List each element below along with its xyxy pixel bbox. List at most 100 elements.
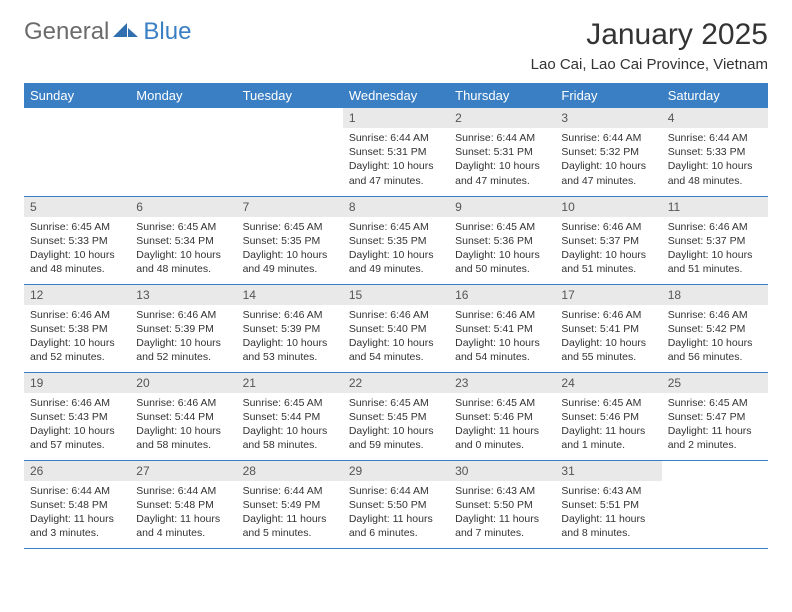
sunset-text: Sunset: 5:49 PM — [243, 498, 337, 512]
sunrise-text: Sunrise: 6:46 AM — [349, 308, 443, 322]
daylight-text: Daylight: 10 hours and 54 minutes. — [349, 336, 443, 364]
day-info: Sunrise: 6:44 AMSunset: 5:49 PMDaylight:… — [237, 481, 343, 546]
calendar-day-cell: 18Sunrise: 6:46 AMSunset: 5:42 PMDayligh… — [662, 284, 768, 372]
daylight-text: Daylight: 10 hours and 47 minutes. — [349, 159, 443, 187]
daylight-text: Daylight: 11 hours and 7 minutes. — [455, 512, 549, 540]
weekday-header: Sunday — [24, 83, 130, 108]
sunset-text: Sunset: 5:46 PM — [455, 410, 549, 424]
calendar-day-cell: 25Sunrise: 6:45 AMSunset: 5:47 PMDayligh… — [662, 372, 768, 460]
brand-sail-icon — [113, 18, 139, 46]
day-info: Sunrise: 6:46 AMSunset: 5:39 PMDaylight:… — [130, 305, 236, 370]
sunset-text: Sunset: 5:43 PM — [30, 410, 124, 424]
day-number: 7 — [237, 197, 343, 217]
day-info: Sunrise: 6:46 AMSunset: 5:42 PMDaylight:… — [662, 305, 768, 370]
calendar-week-row: 5Sunrise: 6:45 AMSunset: 5:33 PMDaylight… — [24, 196, 768, 284]
location-text: Lao Cai, Lao Cai Province, Vietnam — [531, 56, 768, 73]
day-info: Sunrise: 6:44 AMSunset: 5:48 PMDaylight:… — [24, 481, 130, 546]
day-number: 3 — [555, 108, 661, 128]
day-number: 20 — [130, 373, 236, 393]
day-info: Sunrise: 6:45 AMSunset: 5:44 PMDaylight:… — [237, 393, 343, 458]
sunrise-text: Sunrise: 6:45 AM — [349, 220, 443, 234]
sunrise-text: Sunrise: 6:46 AM — [561, 220, 655, 234]
sunrise-text: Sunrise: 6:45 AM — [136, 220, 230, 234]
calendar-day-cell: 20Sunrise: 6:46 AMSunset: 5:44 PMDayligh… — [130, 372, 236, 460]
weekday-header: Saturday — [662, 83, 768, 108]
sunset-text: Sunset: 5:39 PM — [243, 322, 337, 336]
sunrise-text: Sunrise: 6:43 AM — [455, 484, 549, 498]
calendar-day-cell: 14 Sunrise: 6:46 AMSunset: 5:39 PMDayligh… — [237, 284, 343, 372]
daylight-text: Daylight: 10 hours and 56 minutes. — [668, 336, 762, 364]
sunset-text: Sunset: 5:34 PM — [136, 234, 230, 248]
sunrise-text: Sunrise: 6:43 AM — [561, 484, 655, 498]
day-number: 24 — [555, 373, 661, 393]
sunrise-text: Sunrise: 6:45 AM — [30, 220, 124, 234]
month-title: January 2025 — [531, 18, 768, 52]
sunset-text: Sunset: 5:35 PM — [243, 234, 337, 248]
daylight-text: Daylight: 10 hours and 51 minutes. — [668, 248, 762, 276]
day-number: 12 — [24, 285, 130, 305]
day-number: 28 — [237, 461, 343, 481]
sunrise-text: Sunrise: 6:46 AM — [455, 308, 549, 322]
sunrise-text: Sunrise: 6:45 AM — [349, 396, 443, 410]
daylight-text: Daylight: 10 hours and 47 minutes. — [455, 159, 549, 187]
daylight-text: Daylight: 11 hours and 1 minute. — [561, 424, 655, 452]
calendar-day-cell: 21Sunrise: 6:45 AMSunset: 5:44 PMDayligh… — [237, 372, 343, 460]
day-number: 13 — [130, 285, 236, 305]
calendar-day-cell: 2Sunrise: 6:44 AMSunset: 5:31 PMDaylight… — [449, 108, 555, 196]
daylight-text: Daylight: 10 hours and 57 minutes. — [30, 424, 124, 452]
day-info: Sunrise: 6:46 AMSunset: 5:40 PMDaylight:… — [343, 305, 449, 370]
daylight-text: Daylight: 10 hours and 48 minutes. — [668, 159, 762, 187]
day-number: 22 — [343, 373, 449, 393]
calendar-body: 1Sunrise: 6:44 AMSunset: 5:31 PMDaylight… — [24, 108, 768, 548]
brand-logo: General Blue — [24, 18, 191, 46]
sunrise-text: Sunrise: 6:44 AM — [349, 484, 443, 498]
sunset-text: Sunset: 5:51 PM — [561, 498, 655, 512]
calendar-day-cell: 9Sunrise: 6:45 AMSunset: 5:36 PMDaylight… — [449, 196, 555, 284]
calendar-day-cell: 31Sunrise: 6:43 AMSunset: 5:51 PMDayligh… — [555, 460, 661, 548]
day-info: Sunrise: 6:46 AMSunset: 5:43 PMDaylight:… — [24, 393, 130, 458]
day-info: Sunrise: 6:45 AMSunset: 5:36 PMDaylight:… — [449, 217, 555, 282]
calendar-day-cell: 15Sunrise: 6:46 AMSunset: 5:40 PMDayligh… — [343, 284, 449, 372]
weekday-header: Friday — [555, 83, 661, 108]
calendar-day-cell: 29Sunrise: 6:44 AMSunset: 5:50 PMDayligh… — [343, 460, 449, 548]
sunset-text: Sunset: 5:37 PM — [561, 234, 655, 248]
sunset-text: Sunset: 5:42 PM — [668, 322, 762, 336]
day-info: Sunrise: 6:45 AMSunset: 5:47 PMDaylight:… — [662, 393, 768, 458]
sunset-text: Sunset: 5:48 PM — [136, 498, 230, 512]
sunset-text: Sunset: 5:33 PM — [30, 234, 124, 248]
daylight-text: Daylight: 10 hours and 54 minutes. — [455, 336, 549, 364]
sunrise-text: Sunrise: 6:46 AM — [243, 308, 337, 322]
day-number: 14 — [237, 285, 343, 305]
day-info: Sunrise: 6:46 AMSunset: 5:44 PMDaylight:… — [130, 393, 236, 458]
day-info: Sunrise: 6:46 AMSunset: 5:41 PMDaylight:… — [555, 305, 661, 370]
calendar-day-cell: 12Sunrise: 6:46 AMSunset: 5:38 PMDayligh… — [24, 284, 130, 372]
day-number: 30 — [449, 461, 555, 481]
sunset-text: Sunset: 5:39 PM — [136, 322, 230, 336]
sunset-text: Sunset: 5:33 PM — [668, 145, 762, 159]
daylight-text: Daylight: 10 hours and 53 minutes. — [243, 336, 337, 364]
sunset-text: Sunset: 5:44 PM — [243, 410, 337, 424]
calendar-day-cell: 3Sunrise: 6:44 AMSunset: 5:32 PMDaylight… — [555, 108, 661, 196]
sunset-text: Sunset: 5:31 PM — [455, 145, 549, 159]
calendar-week-row: 1Sunrise: 6:44 AMSunset: 5:31 PMDaylight… — [24, 108, 768, 196]
daylight-text: Daylight: 11 hours and 3 minutes. — [30, 512, 124, 540]
day-info: Sunrise: 6:45 AMSunset: 5:33 PMDaylight:… — [24, 217, 130, 282]
sunrise-text: Sunrise: 6:44 AM — [243, 484, 337, 498]
sunset-text: Sunset: 5:37 PM — [668, 234, 762, 248]
day-info: Sunrise: 6:43 AMSunset: 5:50 PMDaylight:… — [449, 481, 555, 546]
sunrise-text: Sunrise: 6:46 AM — [30, 308, 124, 322]
sunset-text: Sunset: 5:50 PM — [349, 498, 443, 512]
daylight-text: Daylight: 10 hours and 49 minutes. — [243, 248, 337, 276]
day-info: Sunrise: 6:45 AMSunset: 5:46 PMDaylight:… — [555, 393, 661, 458]
calendar-day-cell: 1Sunrise: 6:44 AMSunset: 5:31 PMDaylight… — [343, 108, 449, 196]
calendar-day-cell: 7Sunrise: 6:45 AMSunset: 5:35 PMDaylight… — [237, 196, 343, 284]
day-number: 26 — [24, 461, 130, 481]
day-number: 21 — [237, 373, 343, 393]
sunrise-text: Sunrise: 6:45 AM — [455, 220, 549, 234]
daylight-text: Daylight: 10 hours and 52 minutes. — [136, 336, 230, 364]
daylight-text: Daylight: 11 hours and 0 minutes. — [455, 424, 549, 452]
sunset-text: Sunset: 5:47 PM — [668, 410, 762, 424]
daylight-text: Daylight: 11 hours and 6 minutes. — [349, 512, 443, 540]
daylight-text: Daylight: 11 hours and 4 minutes. — [136, 512, 230, 540]
calendar-day-cell: 5Sunrise: 6:45 AMSunset: 5:33 PMDaylight… — [24, 196, 130, 284]
